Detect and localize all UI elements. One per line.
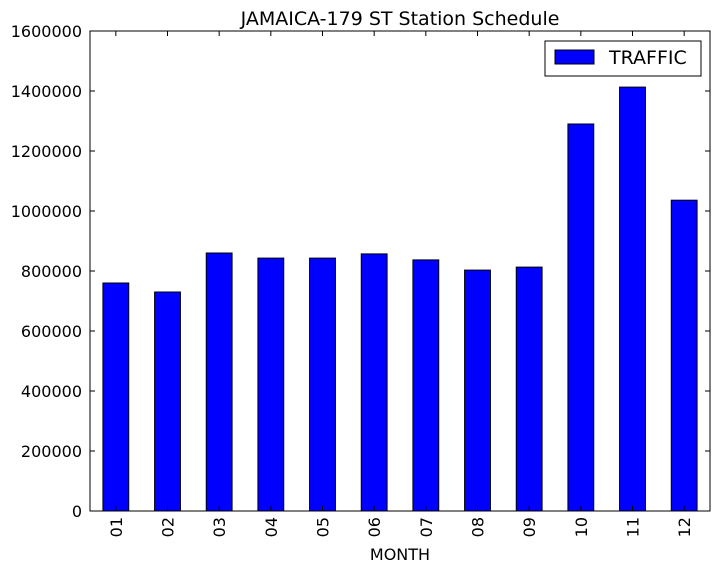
- bar-09: [515, 266, 543, 512]
- x-tick-label: 02: [159, 517, 178, 537]
- x-axis-ticks: 01 02 03 04 05 06 07 08 09 10 11 12: [107, 31, 694, 537]
- bar-11: [619, 86, 646, 512]
- legend-label: TRAFFIC: [608, 47, 687, 69]
- bar-06: [360, 253, 388, 512]
- x-tick-label: 03: [210, 517, 229, 537]
- bar-02: [154, 291, 181, 512]
- plot-frame: [89, 30, 711, 512]
- x-tick-label: 08: [469, 517, 488, 537]
- bar-12: [670, 199, 698, 512]
- legend: TRAFFIC: [544, 40, 702, 77]
- bar-07: [412, 259, 440, 512]
- x-tick-label: 01: [107, 517, 126, 537]
- legend-swatch: [554, 49, 595, 65]
- x-tick-label: 07: [417, 517, 436, 537]
- x-tick-label: 10: [572, 517, 591, 537]
- x-tick-label: 06: [365, 517, 384, 537]
- plot-area: [90, 31, 710, 511]
- bar-03: [205, 252, 233, 512]
- y-tick-label: 800000: [21, 262, 82, 281]
- x-tick-label: 05: [314, 517, 333, 537]
- x-tick-label: 11: [624, 517, 643, 537]
- bar-01: [102, 282, 130, 512]
- y-tick-label: 1000000: [11, 202, 82, 221]
- bar-05: [309, 257, 336, 512]
- y-tick-label: 600000: [21, 322, 82, 341]
- y-tick-label: 200000: [21, 442, 82, 461]
- y-tick-label: 400000: [21, 382, 82, 401]
- x-tick-label: 09: [520, 517, 539, 537]
- x-tick-label: 04: [262, 517, 281, 537]
- y-tick-label: 1200000: [11, 142, 82, 161]
- chart-title: JAMAICA-179 ST Station Schedule: [240, 8, 560, 30]
- x-axis-label: MONTH: [370, 545, 430, 564]
- y-tick-label: 0: [72, 502, 82, 521]
- bar-10: [567, 123, 595, 512]
- y-tick-label: 1600000: [11, 22, 82, 41]
- bar-04: [257, 257, 285, 512]
- y-tick-label: 1400000: [11, 82, 82, 101]
- bar-series: [102, 86, 698, 512]
- bar-08: [464, 269, 491, 512]
- y-axis-ticks: 0 200000 400000 600000 800000 1000000 1200000 1…: [11, 22, 710, 521]
- x-tick-label: 12: [675, 517, 694, 537]
